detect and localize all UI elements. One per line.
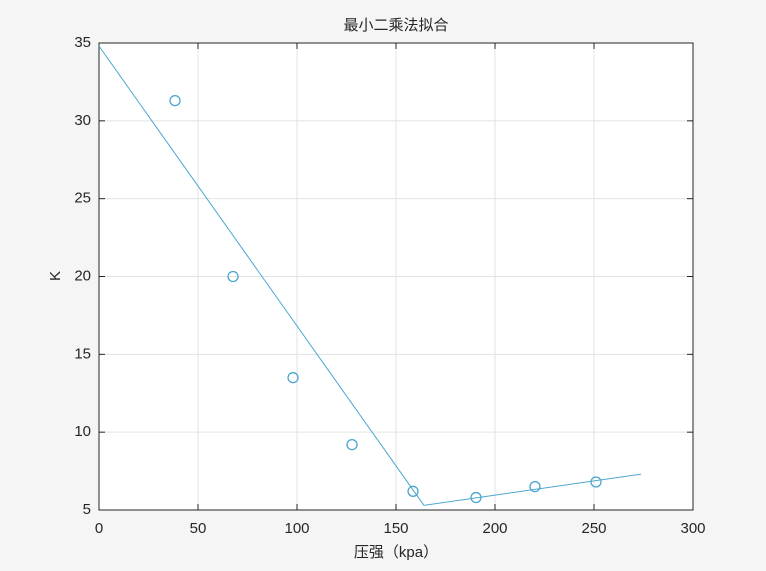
data-point <box>169 94 181 107</box>
y-tick-label: 5 <box>83 501 91 518</box>
y-axis-label: K <box>47 271 64 281</box>
y-tick-label: 20 <box>74 267 91 284</box>
y-tick-label: 25 <box>74 190 91 207</box>
data-point <box>407 485 419 497</box>
data-point <box>287 372 299 384</box>
y-tick-label: 30 <box>74 112 91 129</box>
x-tick-label: 250 <box>581 520 606 537</box>
y-tick-label: 10 <box>74 423 91 440</box>
data-point <box>346 438 358 451</box>
x-tick-label: 100 <box>284 520 309 537</box>
fit-line <box>98 45 641 506</box>
chart-title: 最小二乘法拟合 <box>343 17 448 34</box>
x-tick-label: 300 <box>680 520 705 537</box>
data-point <box>529 480 541 493</box>
x-tick-label: 0 <box>95 520 103 537</box>
x-axis-label: 压强（kpa） <box>354 544 438 561</box>
y-tick-label: 15 <box>74 345 91 362</box>
y-tick-label: 35 <box>74 34 91 51</box>
x-tick-label: 200 <box>482 520 507 537</box>
data-point <box>590 476 602 488</box>
x-tick-label: 150 <box>383 520 408 537</box>
axes-box <box>98 42 694 511</box>
x-tick-label: 50 <box>190 520 207 537</box>
data-point <box>227 270 239 283</box>
